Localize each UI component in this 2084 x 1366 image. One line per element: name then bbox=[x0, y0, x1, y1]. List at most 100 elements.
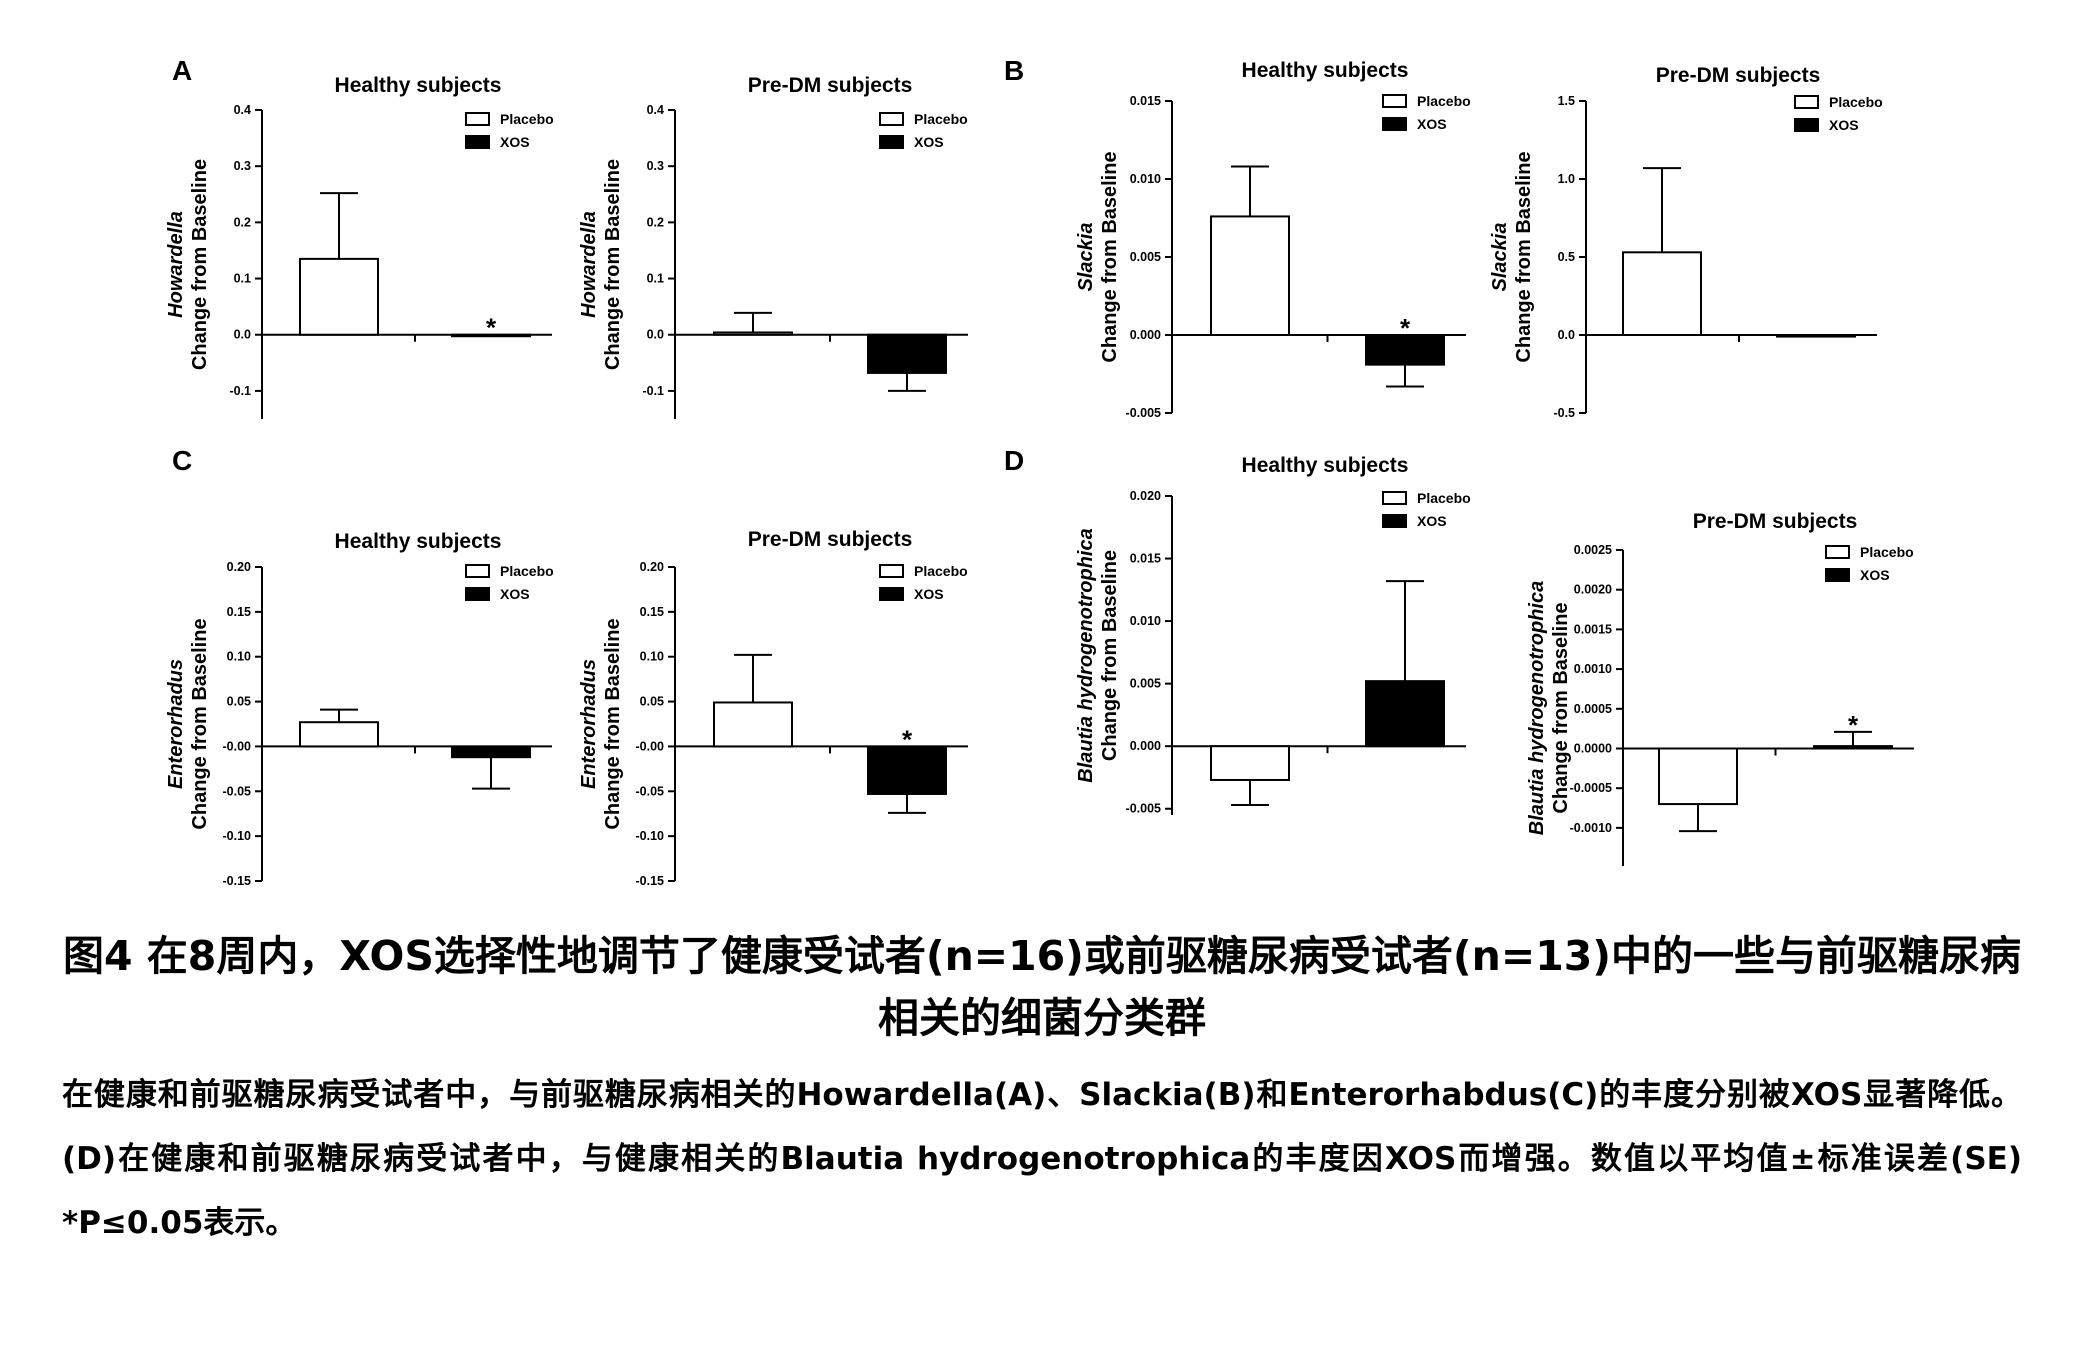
y-tick-label: 0.20 bbox=[227, 560, 251, 574]
legend-label: XOS bbox=[1829, 117, 1859, 133]
y-tick-label: 0.10 bbox=[640, 650, 664, 664]
y-axis-label-text: Change from Baseline bbox=[189, 618, 211, 829]
y-tick-label: 0.05 bbox=[640, 695, 664, 709]
legend-label: Placebo bbox=[1860, 544, 1914, 560]
legend-swatch bbox=[1794, 118, 1819, 132]
bar-placebo bbox=[1622, 251, 1702, 337]
bar-placebo bbox=[299, 721, 379, 748]
y-tick-label: 0.15 bbox=[227, 605, 251, 619]
y-axis-label: Slackia Change from Baseline bbox=[1075, 151, 1121, 362]
y-tick-label: 0.1 bbox=[647, 272, 664, 286]
y-axis-label-taxon: Blautia hydrogenotrophica bbox=[1526, 581, 1548, 835]
panel-title: Healthy subjects bbox=[1242, 454, 1409, 477]
panel-letter: A bbox=[172, 55, 192, 86]
panel-D2: Pre-DM subjects 0.0025 0.0020 0.0015 0.0010 0… bbox=[1526, 510, 1914, 866]
legend-label: Placebo bbox=[1417, 490, 1471, 506]
bar-xos bbox=[451, 745, 531, 759]
legend-label: XOS bbox=[1860, 567, 1890, 583]
y-axis-label: Howardella Change from Baseline bbox=[165, 159, 211, 370]
legend-swatch bbox=[879, 112, 904, 126]
y-tick-label: -0.0005 bbox=[1570, 781, 1612, 795]
panel-B: B Healthy subjects 0.015 0.010 0.005 0.000 -0.… bbox=[1004, 55, 1471, 420]
y-tick-label: -0.05 bbox=[223, 784, 252, 798]
significance-star: * bbox=[902, 724, 913, 754]
y-tick-label: 0.4 bbox=[647, 103, 664, 117]
bar-placebo bbox=[1658, 747, 1738, 806]
y-tick-label: 0.4 bbox=[234, 103, 251, 117]
legend-label: XOS bbox=[1417, 513, 1447, 529]
y-tick-label: 1.0 bbox=[1558, 172, 1575, 186]
caption-body: 在健康和前驱糖尿病受试者中，与前驱糖尿病相关的Howardella(A)、Sla… bbox=[62, 1077, 2022, 1241]
y-tick-label: -0.15 bbox=[636, 874, 665, 888]
y-tick-label: 0.0000 bbox=[1574, 741, 1612, 755]
legend-label: Placebo bbox=[914, 111, 968, 127]
panel-title: Pre-DM subjects bbox=[1693, 510, 1858, 533]
y-axis-label-taxon: Slackia bbox=[1075, 223, 1097, 292]
y-tick-label: -0.00 bbox=[223, 739, 252, 753]
panel-C2: Pre-DM subjects 0.20 0.15 0.10 0.05 -0.00 -0.0… bbox=[578, 528, 968, 888]
y-tick-label: 0.020 bbox=[1130, 489, 1161, 503]
legend-label: XOS bbox=[500, 134, 530, 150]
legend-swatch bbox=[879, 587, 904, 601]
bar-placebo bbox=[713, 701, 793, 748]
y-tick-label: -0.0010 bbox=[1570, 821, 1612, 835]
y-tick-label: -0.5 bbox=[1553, 406, 1575, 420]
legend-swatch bbox=[879, 564, 904, 578]
bar-placebo bbox=[299, 257, 379, 336]
panel-B2: Pre-DM subjects 1.5 1.0 0.5 0.0 -0.5 Slackia Ch… bbox=[1489, 64, 1883, 420]
legend-label: XOS bbox=[500, 586, 530, 602]
y-axis-label: Slackia Change from Baseline bbox=[1489, 151, 1535, 362]
y-axis-label-text: Change from Baseline bbox=[1099, 151, 1121, 362]
y-tick-label: 0.005 bbox=[1130, 250, 1161, 264]
y-tick-label: -0.10 bbox=[223, 829, 252, 843]
y-tick-label: 0.3 bbox=[234, 159, 251, 173]
figure-charts: A Healthy subjects 0.4 0.3 0.2 0.1 0.0 -0.1 Howa… bbox=[165, 55, 1914, 888]
y-tick-label: 0.2 bbox=[234, 215, 251, 229]
panel-letter: B bbox=[1004, 55, 1024, 86]
y-tick-label: 0.0010 bbox=[1574, 662, 1612, 676]
y-tick-label: -0.005 bbox=[1126, 802, 1161, 816]
y-axis-label: Blautia hydrogenotrophica Change from Bas… bbox=[1075, 528, 1121, 782]
y-tick-label: -0.05 bbox=[636, 784, 665, 798]
y-tick-label: 0.0 bbox=[234, 328, 251, 342]
y-axis-label-text: Change from Baseline bbox=[602, 618, 624, 829]
y-axis-label-text: Change from Baseline bbox=[1550, 602, 1572, 813]
panel-A: A Healthy subjects 0.4 0.3 0.2 0.1 0.0 -0.1 Howa… bbox=[165, 55, 554, 419]
y-tick-label: 0.0020 bbox=[1574, 583, 1612, 597]
y-axis-label: Enterorhadus Change from Baseline bbox=[578, 618, 624, 829]
panel-A2: Pre-DM subjects 0.4 0.3 0.2 0.1 0.0 -0.1 Howard… bbox=[578, 74, 968, 419]
figure-caption: 图4 在8周内，XOS选择性地调节了健康受试者(n=16)或前驱糖尿病受试者(n… bbox=[0, 925, 2084, 1255]
y-axis-label-text: Change from Baseline bbox=[1513, 151, 1535, 362]
y-tick-label: 0.15 bbox=[640, 605, 664, 619]
y-tick-label: 0.0 bbox=[1558, 328, 1575, 342]
y-tick-label: 0.005 bbox=[1130, 677, 1161, 691]
bar-xos bbox=[1813, 745, 1893, 750]
legend-swatch bbox=[465, 135, 490, 149]
y-tick-label: 0.20 bbox=[640, 560, 664, 574]
legend-swatch bbox=[1382, 117, 1407, 131]
legend-swatch bbox=[1794, 95, 1819, 109]
y-axis-label-text: Change from Baseline bbox=[189, 159, 211, 370]
bar-placebo bbox=[1210, 215, 1290, 336]
y-tick-label: 0.010 bbox=[1130, 172, 1161, 186]
bar-xos bbox=[867, 333, 947, 374]
panel-D: D Healthy subjects 0.020 0.015 0.010 0.005 0.0… bbox=[1004, 445, 1471, 816]
panel-title: Healthy subjects bbox=[335, 74, 502, 97]
y-tick-label: 0.0025 bbox=[1574, 543, 1612, 557]
y-tick-label: -0.1 bbox=[229, 384, 251, 398]
y-tick-label: -0.1 bbox=[642, 384, 664, 398]
y-tick-label: 1.5 bbox=[1558, 94, 1575, 108]
legend-label: XOS bbox=[1417, 116, 1447, 132]
y-axis-label-taxon: Blautia hydrogenotrophica bbox=[1075, 528, 1097, 782]
panel-letter: C bbox=[172, 445, 192, 476]
y-tick-label: -0.00 bbox=[636, 739, 665, 753]
y-tick-label: 0.1 bbox=[234, 272, 251, 286]
y-tick-label: 0.000 bbox=[1130, 739, 1161, 753]
legend-label: XOS bbox=[914, 134, 944, 150]
legend-swatch bbox=[465, 587, 490, 601]
y-tick-label: 0.015 bbox=[1130, 94, 1161, 108]
bar-placebo bbox=[1210, 745, 1290, 781]
panel-C: C Healthy subjects 0.20 0.15 0.10 0.05 -0.00 -0… bbox=[165, 445, 554, 888]
panel-title: Pre-DM subjects bbox=[748, 528, 913, 551]
significance-star: * bbox=[486, 313, 497, 343]
